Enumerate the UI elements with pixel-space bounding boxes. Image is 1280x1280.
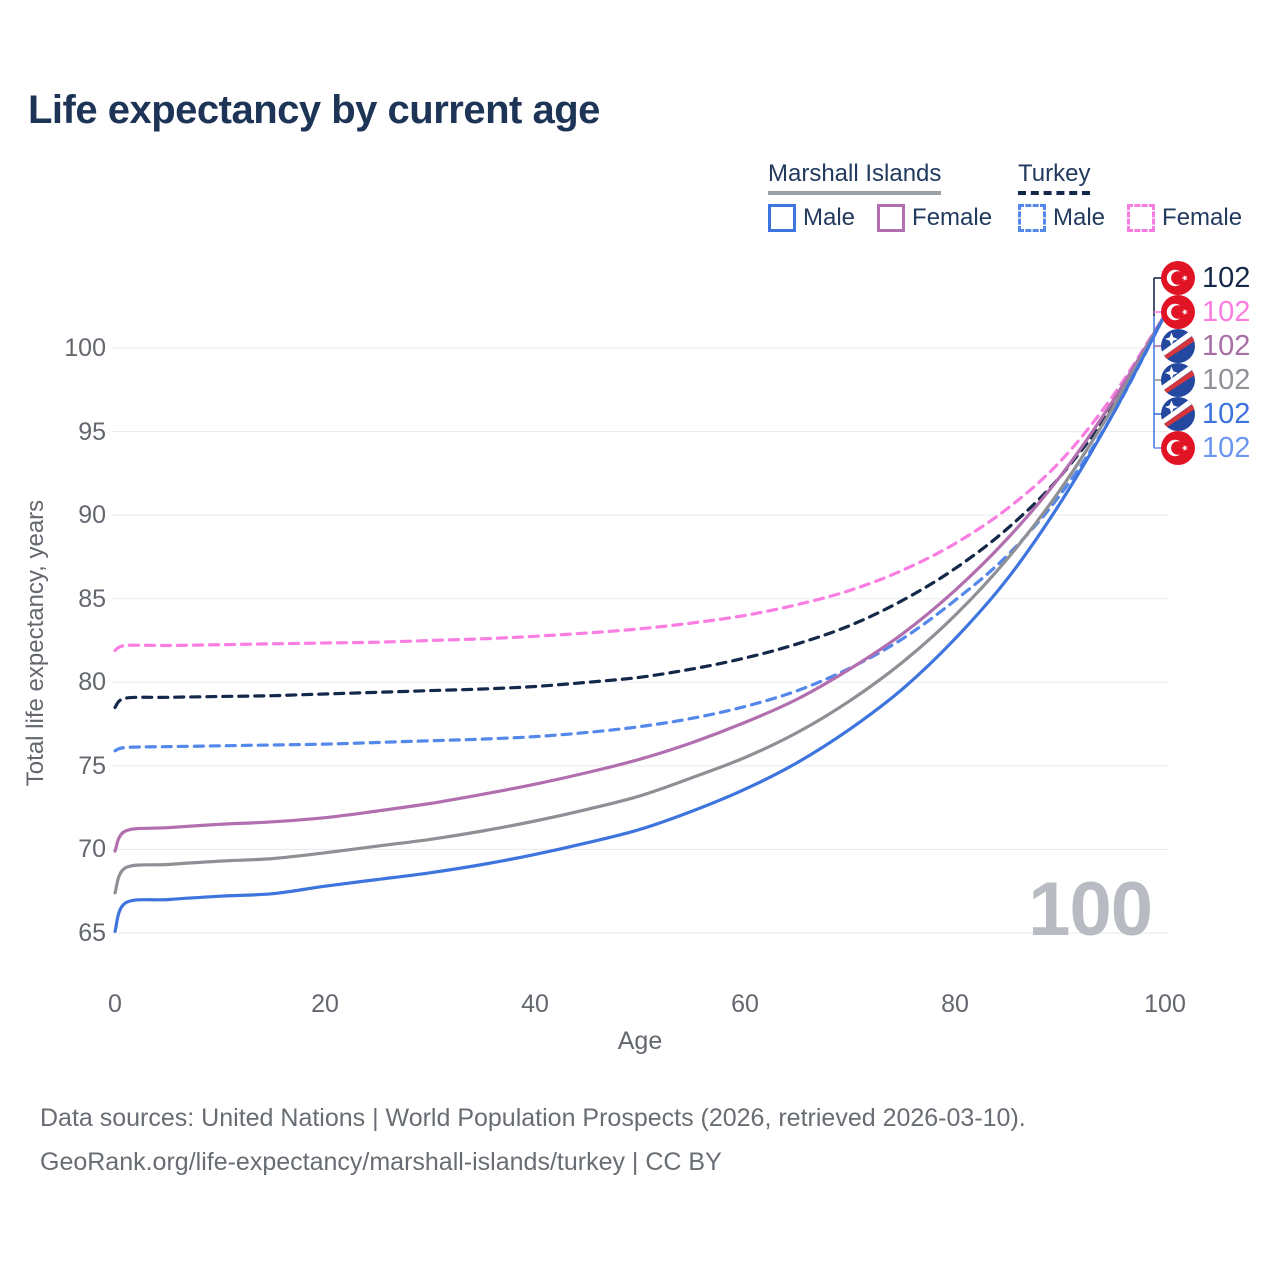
end-value-label: 102 (1161, 328, 1250, 364)
marshall-islands-flag-icon (1161, 397, 1195, 431)
series-line-turkey-male[interactable] (113, 313, 1167, 753)
marshall-islands-flag-icon (1161, 329, 1195, 363)
x-tick-label: 20 (311, 990, 339, 1018)
series-line-marshall-islands-both-sexes[interactable] (113, 313, 1167, 895)
legend-group-title: Turkey (1018, 160, 1091, 195)
end-value-text: 102 (1202, 432, 1251, 464)
x-tick-label: 0 (108, 990, 122, 1018)
turkey-flag-icon (1161, 295, 1195, 329)
line-style-swatch (1018, 204, 1046, 232)
end-value-text: 102 (1202, 296, 1251, 328)
legend-entry-marshall-islands-female[interactable]: Female (877, 204, 992, 232)
x-tick-label: 100 (1144, 990, 1186, 1018)
legend-entry-label: Male (1053, 204, 1106, 231)
turkey-flag-icon (1161, 261, 1195, 295)
line-style-swatch (877, 204, 906, 232)
turkey-flag-icon (1161, 431, 1195, 465)
end-value-label: 102 (1161, 294, 1250, 330)
series-line-turkey-both-sexes[interactable] (113, 313, 1167, 709)
y-tick-label: 70 (78, 835, 106, 864)
y-tick-label: 90 (78, 501, 106, 530)
x-tick-label: 40 (521, 990, 549, 1018)
legend-entry-label: Female (912, 204, 993, 231)
end-value-label: 102 (1161, 260, 1250, 296)
end-value-text: 102 (1202, 330, 1251, 362)
hover-age-watermark: 100 (1028, 867, 1153, 952)
legend-group-title: Marshall Islands (768, 160, 942, 195)
legend-entry-marshall-islands-male[interactable]: Male (768, 204, 855, 232)
legend-entry-turkey-female[interactable]: Female (1127, 204, 1242, 232)
end-value-text: 102 (1202, 262, 1251, 294)
x-tick-label: 60 (731, 990, 759, 1018)
y-tick-label: 75 (78, 751, 106, 780)
footer-sources: Data sources: United Nations | World Pop… (40, 1104, 1026, 1132)
y-tick-label: 65 (78, 918, 106, 947)
x-axis-title: Age (617, 1027, 663, 1055)
end-value-label: 102 (1161, 430, 1250, 466)
end-value-text: 102 (1202, 398, 1251, 430)
y-tick-label: 100 (64, 334, 106, 362)
footer: Data sources: United Nations | World Pop… (40, 1104, 1026, 1192)
y-tick-label: 85 (78, 584, 106, 613)
marshall-islands-flag-icon (1161, 363, 1195, 397)
end-value-label: 102 (1161, 362, 1250, 398)
end-value-text: 102 (1202, 364, 1251, 396)
legend-entry-label: Male (803, 204, 856, 231)
y-tick-label: 80 (78, 668, 106, 697)
end-value-label: 102 (1161, 396, 1250, 432)
legend-entry-turkey-male[interactable]: Male (1018, 204, 1105, 232)
series-line-turkey-female[interactable] (113, 313, 1167, 653)
line-style-swatch (768, 204, 796, 232)
footer-url: GeoRank.org/life-expectancy/marshall-isl… (40, 1148, 722, 1176)
x-tick-label: 80 (941, 990, 969, 1018)
page-title: Life expectancy by current age (28, 88, 600, 132)
legend-group-marshall-islands: Marshall Islands Male Female (768, 160, 992, 232)
legend: Marshall Islands Male Female Turkey Male (0, 160, 1280, 240)
series-line-marshall-islands-female[interactable] (113, 313, 1167, 853)
legend-group-turkey: Turkey Male Female (1018, 160, 1242, 232)
series-line-marshall-islands-male[interactable] (113, 313, 1167, 933)
y-tick-label: 95 (78, 417, 106, 446)
line-style-swatch (1127, 204, 1156, 232)
legend-entry-label: Female (1162, 204, 1243, 231)
y-axis-title: Total life expectancy, years (22, 499, 49, 787)
